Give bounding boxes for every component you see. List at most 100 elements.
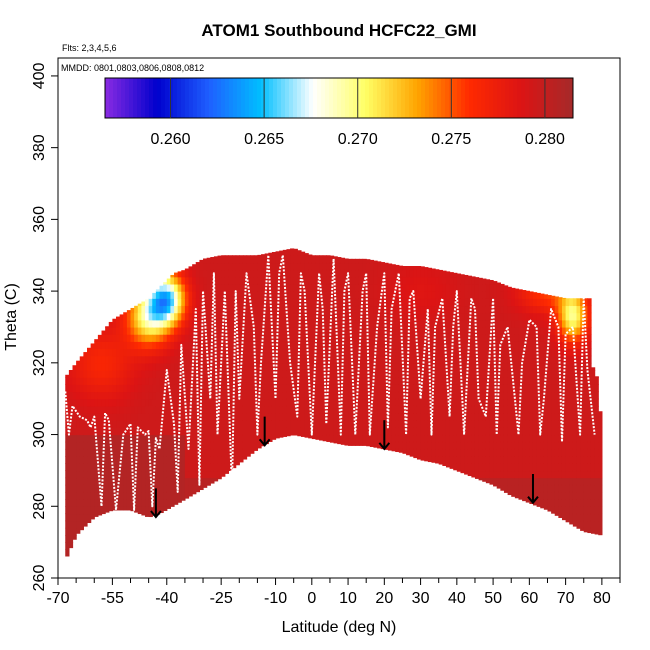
heatmap-cell [181, 456, 186, 464]
heatmap-cell [413, 362, 418, 371]
heatmap-cell [177, 312, 182, 321]
heatmap-cell [195, 370, 201, 378]
colorbar-swatch [193, 78, 198, 118]
heatmap-cell [148, 341, 153, 350]
heatmap-cell [525, 398, 530, 407]
heatmap-cell [518, 305, 523, 314]
heatmap-cell [529, 298, 534, 307]
heatmap-cell [94, 348, 99, 357]
heatmap-cell [242, 255, 248, 264]
heatmap-cell [90, 477, 95, 486]
heatmap-cell [282, 434, 288, 437]
heatmap-cell [453, 355, 458, 364]
heatmap-cell [275, 420, 280, 428]
heatmap-cell [134, 420, 139, 428]
heatmap-cell [366, 259, 371, 264]
heatmap-cell [228, 269, 233, 278]
heatmap-cell [449, 291, 454, 299]
heatmap-cell [181, 362, 186, 371]
heatmap-cell [141, 370, 146, 378]
heatmap-cell [464, 420, 469, 428]
heatmap-cell [558, 413, 563, 421]
heatmap-cell [380, 262, 385, 264]
heatmap-cell [271, 377, 277, 385]
heatmap-cell [547, 448, 552, 457]
heatmap-cell [203, 283, 208, 292]
heatmap-cell [177, 305, 182, 314]
heatmap-cell [362, 420, 367, 428]
heatmap-cell [253, 269, 259, 278]
heatmap-cell [94, 463, 99, 472]
heatmap-cell [598, 513, 603, 522]
heatmap-cell [101, 362, 106, 371]
heatmap-cell [482, 427, 487, 436]
heatmap-cell [286, 312, 291, 321]
heatmap-cell [485, 319, 491, 328]
heatmap-cell [580, 398, 585, 407]
heatmap-cell [558, 341, 563, 350]
heatmap-cell [87, 463, 92, 472]
heatmap-cell [554, 312, 559, 321]
heatmap-cell [373, 283, 378, 292]
heatmap-cell [449, 427, 454, 436]
heatmap-cell [464, 298, 469, 307]
heatmap-cell [580, 463, 585, 472]
heatmap-cell [358, 262, 364, 271]
heatmap-cell [319, 291, 324, 299]
heatmap-cell [387, 276, 393, 285]
heatmap-cell [406, 269, 411, 278]
heatmap-cell [112, 413, 117, 421]
heatmap-cell [565, 484, 570, 493]
heatmap-cell [188, 355, 193, 364]
heatmap-cell [445, 405, 451, 414]
heatmap-cell [493, 305, 498, 314]
heatmap-cell [210, 448, 215, 457]
heatmap-cell [547, 420, 552, 428]
heatmap-cell [580, 448, 585, 457]
heatmap-cell [286, 319, 291, 328]
heatmap-cell [253, 341, 259, 350]
heatmap-cell [148, 362, 153, 371]
heatmap-cell [416, 391, 422, 400]
heatmap-cell [500, 319, 505, 328]
heatmap-cell [311, 355, 317, 364]
heatmap-cell [460, 427, 465, 436]
heatmap-cell [587, 398, 592, 407]
heatmap-cell [141, 405, 146, 414]
heatmap-cell [420, 355, 425, 364]
heatmap-cell [97, 477, 103, 486]
heatmap-cell [188, 326, 193, 335]
heatmap-cell [159, 370, 164, 378]
heatmap-cell [116, 470, 121, 479]
heatmap-cell [177, 499, 182, 503]
heatmap-cell [246, 448, 251, 457]
heatmap-cell [587, 448, 592, 457]
heatmap-cell [561, 297, 567, 299]
colorbar-swatch [437, 78, 442, 118]
heatmap-cell [148, 334, 153, 342]
heatmap-cell [221, 377, 226, 385]
heatmap-cell [290, 298, 295, 307]
heatmap-cell [449, 463, 454, 469]
heatmap-cell [384, 427, 389, 436]
heatmap-cell [536, 326, 541, 335]
heatmap-cell [239, 326, 244, 335]
heatmap-cell [141, 398, 146, 407]
heatmap-cell [141, 384, 146, 393]
heatmap-cell [72, 413, 77, 421]
heatmap-cell [101, 484, 106, 493]
heatmap-cell [485, 456, 491, 464]
heatmap-cell [192, 391, 197, 400]
heatmap-cell [279, 405, 284, 414]
heatmap-cell [134, 362, 139, 371]
heatmap-cell [348, 362, 353, 371]
heatmap-cell [163, 283, 168, 292]
heatmap-cell [308, 355, 313, 364]
heatmap-cell [246, 298, 251, 307]
heatmap-cell [232, 298, 237, 307]
heatmap-cell [210, 257, 215, 264]
heatmap-cell [148, 298, 153, 307]
heatmap-cell [355, 312, 360, 321]
heatmap-cell [391, 434, 396, 443]
heatmap-cell [170, 291, 175, 299]
